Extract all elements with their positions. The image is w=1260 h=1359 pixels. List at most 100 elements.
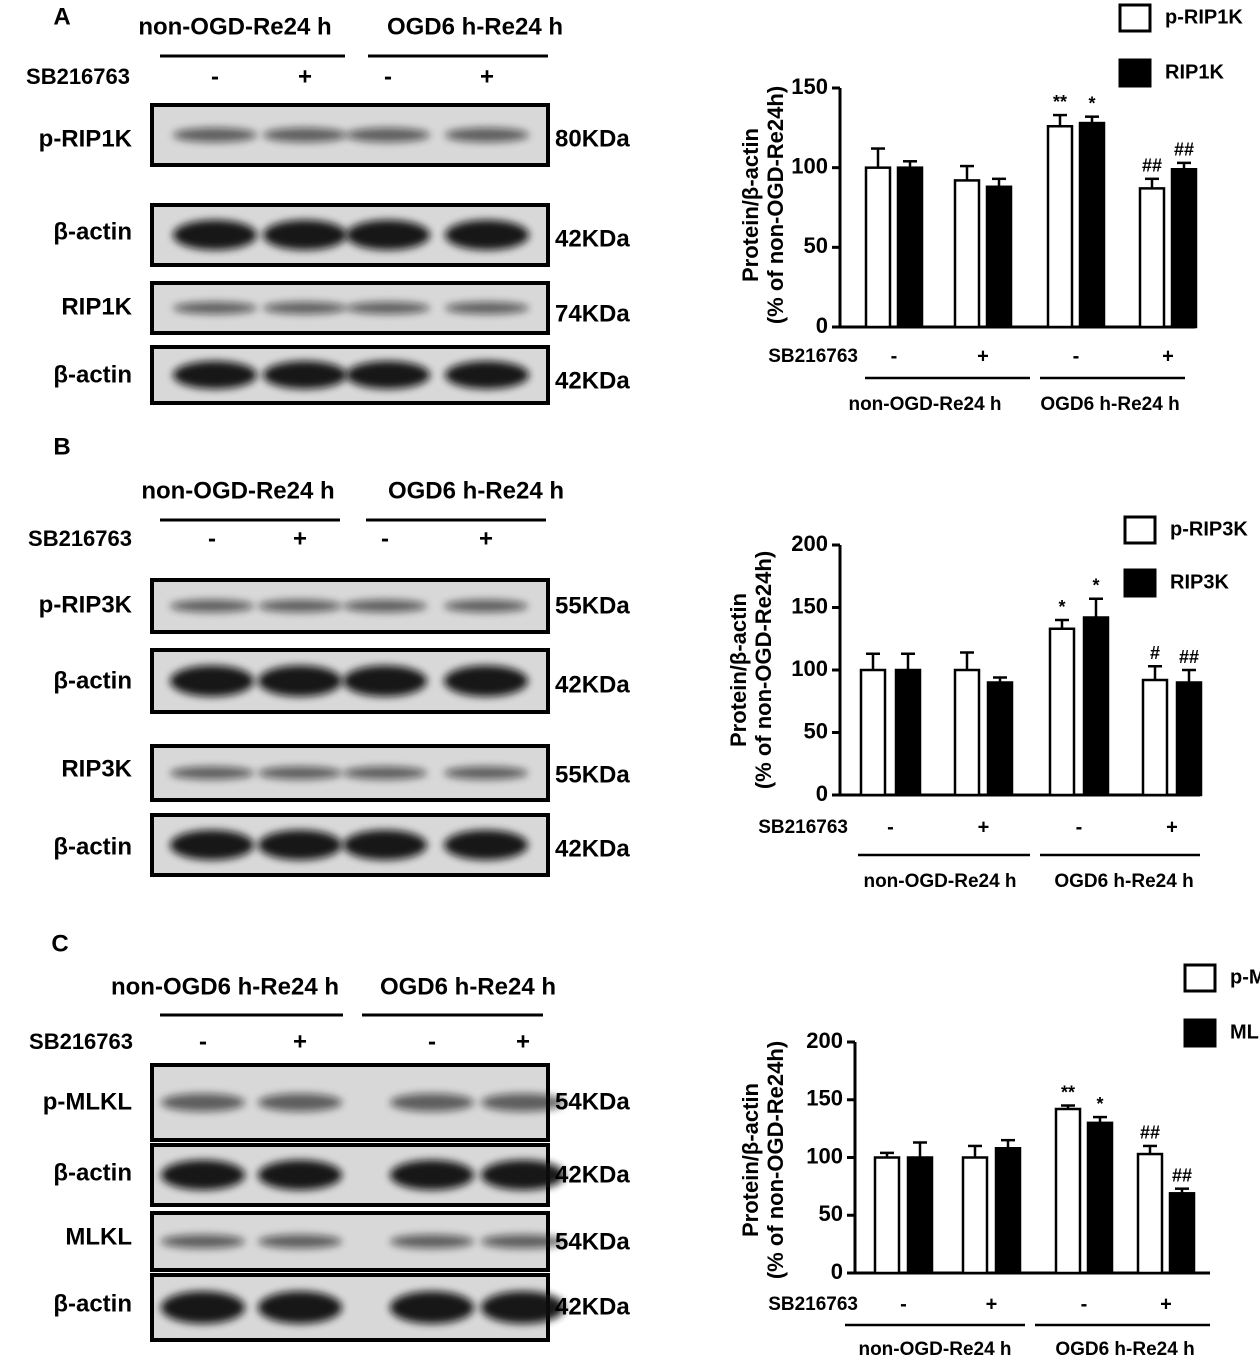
blot-band [343, 830, 427, 860]
significance-label: * [1088, 93, 1095, 113]
panel-label: B [53, 433, 70, 460]
bar [1170, 168, 1198, 329]
bar [1138, 187, 1166, 329]
treatment-sign: - [211, 63, 219, 90]
blot-band [258, 665, 342, 697]
group-label: OGD6 h-Re24 h [1055, 1339, 1194, 1359]
y-tick-label: 150 [791, 74, 828, 99]
blot-band [346, 220, 430, 250]
y-tick-label: 0 [831, 1259, 843, 1284]
blot-band [481, 1093, 565, 1112]
legend-label: RIP3K [1170, 571, 1229, 593]
size-label: 42KDa [555, 367, 630, 394]
legend-label: p-RIP1K [1165, 6, 1243, 28]
blot-band [390, 1160, 474, 1190]
blot-band [263, 127, 347, 143]
significance-label: ## [1174, 140, 1194, 160]
blot-band [263, 302, 347, 314]
size-label: 55KDa [555, 592, 630, 619]
y-axis-label: (% of non-OGD-Re24h) [751, 551, 776, 789]
row-label: β-actin [53, 667, 132, 694]
y-tick-label: 50 [819, 1201, 843, 1226]
group-label: non-OGD-Re24 h [863, 871, 1016, 892]
y-tick-label: 200 [791, 531, 828, 556]
blot-band [258, 766, 342, 780]
significance-label: ## [1140, 1123, 1160, 1143]
row-label: β-actin [53, 1290, 132, 1317]
bar [1048, 627, 1076, 797]
significance-label: * [1058, 597, 1065, 617]
blot-band [258, 599, 342, 613]
blot-band [258, 1160, 342, 1190]
panel-label: C [51, 930, 68, 957]
treatment-sign: + [298, 63, 312, 90]
x-axis-label: SB216763 [758, 817, 848, 838]
blot-band [263, 220, 347, 250]
x-tick-label: + [1160, 1293, 1172, 1315]
group-label: non-OGD-Re24 h [141, 477, 334, 504]
y-tick-label: 0 [816, 781, 828, 806]
y-tick-label: 100 [791, 153, 828, 178]
legend-label: p-MLKL [1230, 966, 1260, 988]
bar [864, 166, 892, 329]
x-tick-label: - [887, 816, 894, 838]
row-label: p-RIP3K [39, 591, 133, 618]
blot-band [258, 830, 342, 860]
blot-band [346, 361, 430, 389]
size-label: 42KDa [555, 671, 630, 698]
legend-swatch [1118, 58, 1152, 88]
y-tick-label: 50 [804, 233, 828, 258]
blot-band [161, 1093, 245, 1112]
group-label: non-OGD-Re24 h [858, 1339, 1011, 1359]
treatment-sign: - [384, 63, 392, 90]
treatment-sign: + [479, 525, 493, 552]
blot-band [173, 361, 257, 389]
x-tick-label: - [1076, 816, 1083, 838]
group-label: OGD6 h-Re24 h [1054, 871, 1193, 892]
group-label: non-OGD6 h-Re24 h [111, 973, 339, 1000]
x-axis-label: SB216763 [768, 1294, 858, 1315]
legend-swatch [1183, 1018, 1217, 1048]
y-axis-label: (% of non-OGD-Re24h) [763, 1041, 788, 1279]
blot-band [343, 766, 427, 780]
blot-band [170, 830, 254, 860]
blot-band [170, 599, 254, 613]
treatment-sign: - [208, 525, 216, 552]
significance-label: ** [1061, 1082, 1075, 1102]
row-label: RIP3K [61, 755, 132, 782]
y-tick-label: 150 [791, 593, 828, 618]
legend-swatch [1123, 515, 1157, 545]
group-label: OGD6 h-Re24 h [388, 477, 564, 504]
x-tick-label: + [1166, 816, 1178, 838]
x-tick-label: - [1081, 1293, 1088, 1315]
y-tick-label: 200 [806, 1028, 843, 1053]
blot-band [170, 665, 254, 697]
treatment-sign: + [293, 525, 307, 552]
treatment-sign: - [428, 1028, 436, 1055]
blot-band [258, 1093, 342, 1112]
treatment-sign: + [516, 1028, 530, 1055]
blot-band [258, 1291, 342, 1324]
bar [1078, 121, 1106, 329]
size-label: 42KDa [555, 835, 630, 862]
treatment-sign: - [381, 525, 389, 552]
bar [1086, 1121, 1114, 1275]
significance-label: * [1092, 576, 1099, 596]
y-axis-label: Protein/β-actin [726, 593, 751, 747]
bar [1175, 681, 1203, 797]
blot-band [444, 599, 528, 613]
bar [859, 668, 887, 797]
blot-band [390, 1234, 474, 1249]
size-label: 55KDa [555, 761, 630, 788]
blot-band [173, 220, 257, 250]
size-label: 42KDa [555, 1293, 630, 1320]
bar [1046, 124, 1074, 329]
x-tick-label: - [1073, 345, 1080, 367]
legend-swatch [1123, 568, 1157, 598]
y-axis-label: Protein/β-actin [738, 128, 763, 282]
bar [1082, 616, 1110, 797]
legend-swatch [1183, 963, 1217, 993]
blot-band [445, 361, 529, 389]
significance-label: ## [1142, 156, 1162, 176]
blot-band [258, 1234, 342, 1249]
